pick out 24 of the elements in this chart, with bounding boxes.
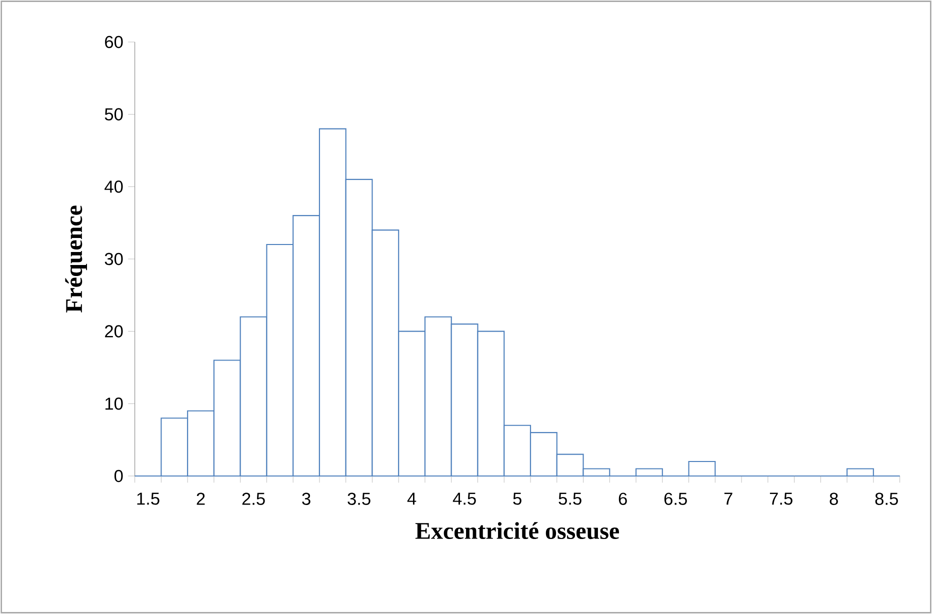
x-tick-label: 3 (302, 492, 310, 505)
y-tick-label: 50 (104, 108, 123, 120)
y-tick-label: 20 (105, 325, 123, 338)
y-tick-label: 60 (105, 36, 123, 48)
x-tick-label: 4 (407, 492, 416, 505)
x-tick-label: 3.5 (348, 492, 370, 505)
x-tick-label: 2 (196, 492, 205, 505)
x-tick-label: 8 (830, 492, 838, 505)
y-axis-title: Fréquence (65, 206, 87, 313)
x-tick-label: 8.5 (875, 492, 898, 505)
x-tick-label: 4.5 (452, 492, 476, 505)
x-tick-label: 1.5 (137, 492, 160, 505)
x-tick-label: 5.5 (558, 492, 582, 505)
x-tick-label: 5 (513, 492, 522, 505)
x-tick-label: 2.5 (242, 492, 265, 505)
x-tick-label: 6.5 (664, 492, 687, 505)
y-tick-label: 0 (114, 470, 123, 482)
y-tick-label: 10 (105, 398, 123, 410)
x-tick-label: 7 (724, 492, 732, 505)
x-tick-label: 7.5 (770, 492, 792, 505)
x-axis-title: Excentricité osseuse (415, 522, 620, 540)
y-tick-label: 30 (104, 252, 123, 266)
y-tick-label: 40 (104, 180, 123, 193)
x-tick-label: 6 (618, 492, 627, 505)
